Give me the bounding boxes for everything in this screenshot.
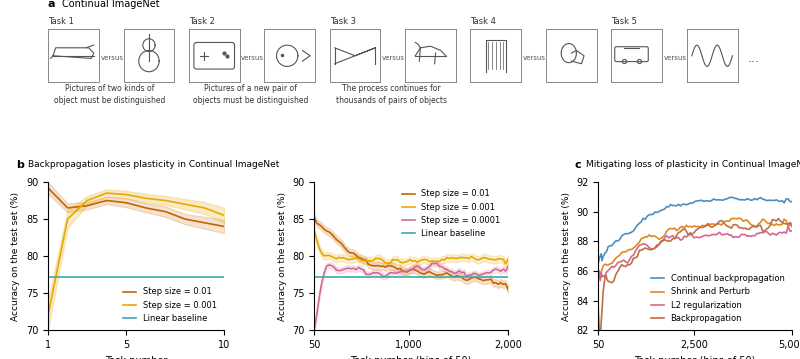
Text: a: a [48,0,55,9]
Text: Task 5: Task 5 [611,17,637,26]
Text: Task 3: Task 3 [330,17,355,26]
Legend: Step size = 0.01, Step size = 0.001, Linear baseline: Step size = 0.01, Step size = 0.001, Lin… [120,284,220,326]
Text: Backpropagation loses plasticity in Continual ImageNet: Backpropagation loses plasticity in Cont… [28,160,279,169]
Y-axis label: Accuracy on the test set (%): Accuracy on the test set (%) [278,192,286,321]
Text: c: c [574,160,581,171]
Text: Task 4: Task 4 [470,17,496,26]
Text: versus: versus [663,55,686,61]
Legend: Step size = 0.01, Step size = 0.001, Step size = 0.0001, Linear baseline: Step size = 0.01, Step size = 0.001, Ste… [399,186,504,241]
Text: Task 2: Task 2 [189,17,214,26]
X-axis label: Task number (bins of 50): Task number (bins of 50) [350,355,472,359]
Text: ...: ... [748,52,760,65]
Text: Pictures of two kinds of
object must be distinguished: Pictures of two kinds of object must be … [54,84,166,105]
Text: versus: versus [101,55,123,61]
Text: Pictures of a new pair of
objects must be distinguished: Pictures of a new pair of objects must b… [193,84,308,105]
Text: versus: versus [382,55,405,61]
Text: Task 1: Task 1 [48,17,74,26]
Text: The process continues for
thousands of pairs of objects: The process continues for thousands of p… [336,84,447,105]
Text: versus: versus [242,55,264,61]
Y-axis label: Accuracy on the test set (%): Accuracy on the test set (%) [11,192,20,321]
Text: versus: versus [523,55,546,61]
Y-axis label: Accuracy on the test set (%): Accuracy on the test set (%) [562,192,570,321]
Text: b: b [16,160,24,171]
Legend: Continual backpropagation, Shrink and Perturb, L2 regularization, Backpropagatio: Continual backpropagation, Shrink and Pe… [648,271,788,326]
Text: Continual ImageNet: Continual ImageNet [62,0,160,9]
Text: Mitigating loss of plasticity in Continual ImageNet: Mitigating loss of plasticity in Continu… [586,160,800,169]
X-axis label: Task number (bins of 50): Task number (bins of 50) [634,355,756,359]
X-axis label: Task number: Task number [105,355,167,359]
